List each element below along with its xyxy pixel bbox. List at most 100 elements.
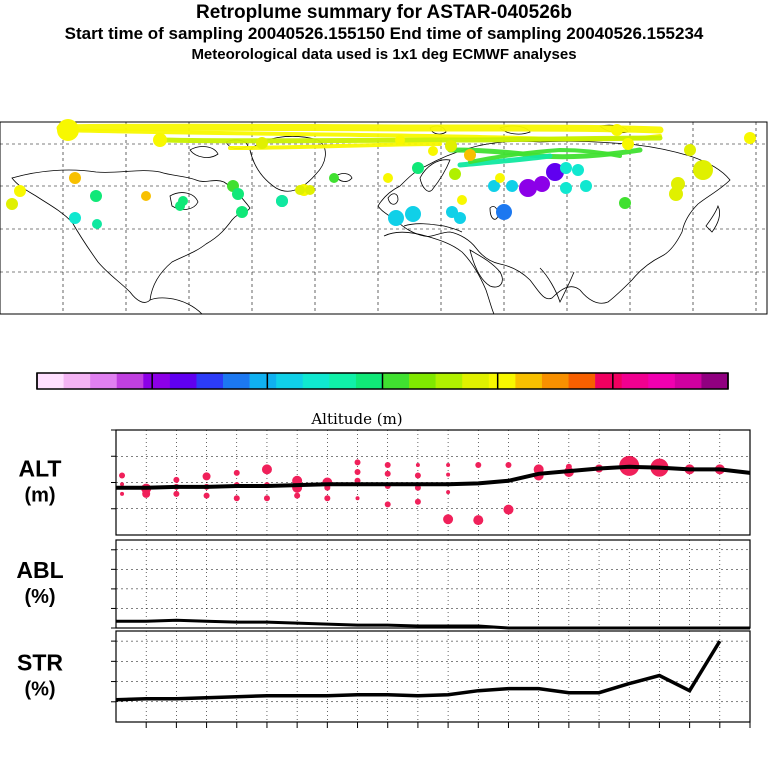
y-axis-label-line: ABL [16,557,63,583]
plume-cluster-marker [560,182,572,194]
altitude-cluster-point [384,501,391,508]
x-axis [145,722,751,728]
colorbar-label: Altitude (m) [310,410,402,428]
plume-cluster-marker [14,185,26,197]
plume-cluster-marker [412,162,424,174]
plume-tracks [56,123,664,168]
plume-cluster-marker [560,162,572,174]
plume-cluster-marker [395,135,405,145]
y-axis-label-line: STR [17,650,63,676]
plume-cluster-marker [496,204,512,220]
colorbar-cell [701,373,729,389]
colorbar-cell [329,373,357,389]
colorbar-cell [196,373,224,389]
panel-frame [115,429,751,536]
colorbar-cell [90,373,118,389]
colorbar-cell [568,373,596,389]
panel-alt: ALT (m) [18,429,751,536]
plume-cluster-marker [684,144,696,156]
plume-cluster-marker [744,132,756,144]
colorbar-cell [223,373,250,389]
figure-title: Retroplume summary for ASTAR-040526b [196,2,572,23]
colorbar-cell [409,373,436,389]
plume-cluster-marker [669,187,683,201]
altitude-cluster-point [294,492,301,499]
altitude-cluster-point [120,482,125,487]
plume-cluster-marker [611,124,623,136]
altitude-cluster-point [354,477,361,484]
colorbar-cell [169,373,197,389]
altitude-cluster-point [355,496,360,501]
africa-coast [383,231,495,315]
plume-track [228,142,442,150]
altitude-cluster-point [354,459,361,466]
south-america-coast [149,297,203,315]
mean-altitude-line [116,464,751,490]
altitude-cluster-point [173,490,180,497]
plume-cluster-marker [256,137,268,149]
colorbar-cell [382,373,410,389]
plume-cluster-marker [276,195,288,207]
colorbar-cell [595,373,622,389]
panel-str: STR (%) [17,630,751,723]
altitude-cluster-point [233,469,240,476]
y-axis-label-line: (%) [24,679,55,701]
colorbar-cells [37,373,729,389]
altitude-cluster-point [475,462,482,468]
panel-frame [115,539,751,629]
trajectory-map [0,119,768,315]
colorbar-cell [541,373,569,389]
plume-cluster-marker [428,146,438,156]
plume-cluster-marker [449,168,461,180]
colorbar-cell [302,373,330,389]
british-isles [387,193,399,205]
colorbar-cell [674,373,702,389]
plume-cluster-marker [495,173,505,183]
colorbar-cell [37,373,64,389]
plume-cluster-marker [90,190,102,202]
plume-cluster-marker [572,164,584,176]
plume-cluster-marker [236,206,248,218]
plume-cluster-marker [546,163,564,181]
plume-cluster-marker [693,160,713,180]
plume-cluster-marker [457,195,467,205]
altitude-cluster-point [505,462,512,468]
plume-cluster-marker [178,196,188,206]
colorbar-cell [276,373,304,389]
panel-frame [115,630,751,723]
colorbar-cell [116,373,144,389]
altitude-cluster-point [203,492,210,499]
plume-cluster-marker [580,180,592,192]
plume-cluster-labels [6,119,756,229]
plume-cluster-marker [488,180,500,192]
plume-cluster-marker [69,212,81,224]
y-axis-label-line: ALT [18,456,61,482]
altitude-cluster-point [120,491,125,496]
mediterranean [403,223,463,233]
india-coast [539,267,575,304]
plume-cluster-marker [329,173,339,183]
plume-cluster-marker [6,198,18,210]
altitude-cluster-point [415,463,420,467]
altitude-cluster-point [119,472,126,479]
map-frame [0,121,768,315]
plume-cluster-marker [622,138,634,150]
plume-cluster-marker [383,173,393,183]
altitude-cluster-point [233,495,240,502]
altitude-cluster-point [414,472,421,479]
colorbar-cell [515,373,543,389]
arabia-coast [469,249,503,288]
plume-cluster-marker [445,140,457,152]
altitude-cluster-point [384,462,391,468]
plume-track [468,147,622,164]
greenland-coast [249,135,326,192]
sampling-times: Start time of sampling 20040526.155150 E… [64,24,704,43]
plume-cluster-marker [295,185,305,195]
colorbar-cell [355,373,383,389]
altitude-cluster-point [384,470,391,477]
plume-cluster-marker [153,133,167,147]
japan-coast [705,204,720,233]
plume-cluster-marker [92,219,102,229]
altitude-cluster-point [354,469,361,475]
